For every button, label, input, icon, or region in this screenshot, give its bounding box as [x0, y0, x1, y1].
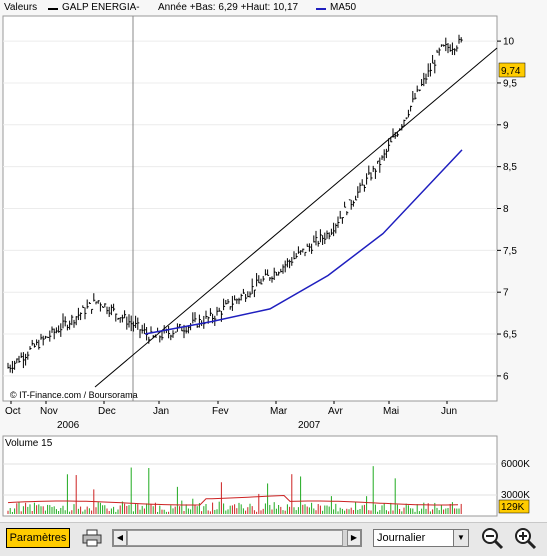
time-scrollbar[interactable]: ◀ ▶: [112, 529, 362, 547]
price-swatch: [48, 8, 58, 10]
month-label: Dec: [98, 406, 116, 417]
ma50-line: [144, 149, 463, 335]
price-tick-label: 7,5: [503, 246, 517, 257]
current-volume-label: 129K: [501, 502, 525, 513]
volume-panel: [2, 435, 498, 517]
volume-tick-3000k: 3000K: [501, 490, 530, 501]
period-select-value: Journalier: [377, 532, 426, 544]
printer-icon[interactable]: [80, 527, 104, 549]
month-label: Mar: [270, 406, 288, 417]
current-volume-badge: [498, 499, 530, 514]
year-label-2007: 2007: [298, 420, 321, 431]
volume-average-line: [7, 494, 459, 506]
month-label: Mai: [383, 406, 399, 417]
bottom-toolbar: Paramètres ◀ ▶ Journalier ▼: [0, 522, 547, 556]
volume-bars: [7, 466, 462, 514]
period-select[interactable]: Journalier ▼: [373, 529, 469, 547]
legend-valeurs[interactable]: Valeurs: [4, 2, 38, 13]
month-label: Jan: [153, 406, 169, 417]
price-bars: [7, 34, 463, 374]
zoom-out-icon[interactable]: [480, 526, 504, 550]
price-grid: [3, 40, 497, 377]
month-label: Avr: [328, 406, 343, 417]
legend-stats: Année +Bas: 6,29 +Haut: 10,17: [158, 2, 299, 13]
chart-legend: Valeurs GALP ENERGIA- Année +Bas: 6,29 +…: [0, 0, 547, 16]
legend-ma50: MA50: [330, 2, 357, 13]
month-label: Fev: [212, 406, 229, 417]
volume-title: Volume 15: [5, 438, 53, 449]
current-price-badge: [498, 62, 526, 78]
price-tick-label: 8: [503, 204, 509, 215]
price-tick-label: 9: [503, 120, 509, 131]
watermark: © IT-Finance.com / Boursorama: [10, 390, 138, 400]
price-tick-label: 6,5: [503, 330, 517, 341]
price-tick-label: 9,5: [503, 78, 517, 89]
price-axis: 10 9,5 9 8,5 8 7,5 7 6,5 6: [497, 37, 517, 382]
legend-stock-name: GALP ENERGIA-: [62, 2, 140, 13]
year-label-2006: 2006: [57, 420, 80, 431]
price-tick-label: 7: [503, 288, 509, 299]
price-tick-label: 6: [503, 371, 509, 382]
chevron-down-icon[interactable]: ▼: [453, 530, 468, 546]
parametres-button[interactable]: Paramètres: [6, 528, 70, 548]
price-tick-label: 8,5: [503, 162, 517, 173]
ma-swatch: [316, 8, 326, 10]
month-label: Jun: [441, 406, 457, 417]
stock-chart: 10 9,5 9 8,5 8 7,5 7 6,5 6 9,74 © IT-Finance.com…: [2, 15, 530, 517]
volume-tick-6000k: 6000K: [501, 459, 530, 470]
month-label: Nov: [40, 406, 58, 417]
price-tick-label: 10: [503, 37, 515, 48]
month-label: Oct: [5, 406, 21, 417]
scroll-left-icon[interactable]: ◀: [113, 530, 127, 546]
scroll-thumb[interactable]: [127, 530, 343, 546]
zoom-in-icon[interactable]: [513, 526, 537, 550]
scroll-right-icon[interactable]: ▶: [347, 530, 361, 546]
month-axis: Oct Nov Dec Jan Fev Mar Avr Mai Jun: [5, 401, 457, 417]
current-price-label: 9,74: [501, 66, 521, 77]
